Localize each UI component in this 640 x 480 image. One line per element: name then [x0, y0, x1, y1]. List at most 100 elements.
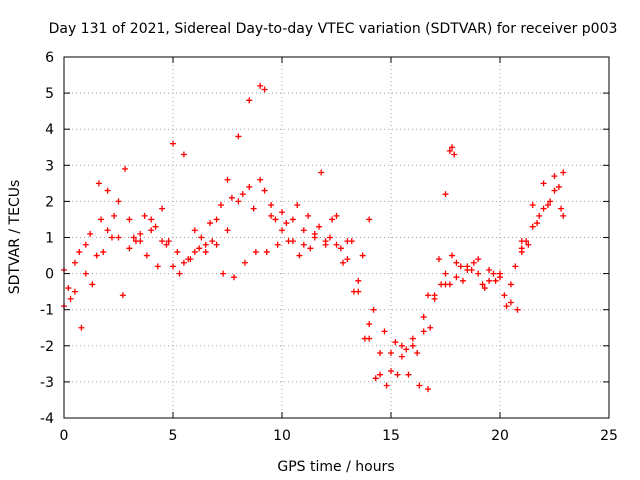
data-point: [289, 216, 296, 223]
data-point: [507, 281, 514, 288]
data-point: [241, 259, 248, 266]
data-point: [170, 140, 176, 147]
data-point: [361, 335, 368, 342]
data-point: [333, 241, 340, 248]
data-point: [143, 252, 150, 259]
data-point: [65, 285, 72, 292]
data-point: [148, 216, 155, 223]
data-point: [163, 241, 170, 248]
data-point: [279, 227, 285, 234]
data-point: [518, 248, 525, 255]
data-point: [405, 371, 412, 378]
data-point: [82, 270, 89, 277]
data-point: [180, 151, 187, 158]
tick-labels: 0 5 10 15 20 25 -4 -3 -2 -1 0 1 2 3 4 5 6: [40, 50, 618, 444]
data-point: [104, 227, 111, 234]
data-point: [202, 248, 209, 255]
data-point: [87, 230, 94, 237]
data-point: [403, 346, 410, 353]
data-point: [372, 375, 379, 382]
y-tick-label: 0: [45, 267, 54, 283]
data-point: [257, 176, 264, 183]
data-point: [307, 245, 314, 252]
data-point: [82, 241, 89, 248]
x-axis-label: GPS time / hours: [277, 459, 394, 475]
data-point: [198, 234, 205, 241]
data-point: [438, 281, 445, 288]
data-point: [263, 248, 270, 255]
data-point: [514, 306, 521, 313]
data-point: [257, 82, 264, 89]
data-point: [111, 212, 118, 219]
y-tick-label: -2: [40, 339, 54, 355]
data-point: [137, 230, 144, 237]
data-point: [93, 252, 100, 259]
data-point: [525, 241, 532, 248]
data-point: [268, 202, 275, 209]
data-point: [191, 227, 198, 234]
data-point: [555, 183, 562, 190]
data-point: [370, 306, 377, 313]
data-point: [388, 350, 394, 357]
data-point: [268, 212, 275, 219]
data-point: [246, 183, 253, 190]
data-point: [470, 259, 477, 266]
data-point: [67, 295, 74, 302]
data-point: [305, 212, 312, 219]
data-point: [392, 339, 399, 346]
data-point: [285, 238, 292, 245]
data-point: [311, 230, 318, 237]
data-point: [560, 212, 567, 219]
data-point: [350, 288, 357, 295]
plot-frame: [63, 56, 610, 419]
y-tick-label: 1: [45, 231, 54, 247]
data-point: [366, 216, 373, 223]
x-tick-label: 25: [600, 428, 618, 444]
y-tick-label: 2: [45, 194, 54, 210]
data-point: [159, 238, 166, 245]
data-point: [170, 263, 176, 270]
data-point: [196, 245, 203, 252]
y-tick-label: 6: [45, 50, 54, 66]
data-point: [479, 281, 486, 288]
data-point: [486, 266, 493, 273]
data-point: [547, 198, 554, 205]
data-point: [442, 191, 449, 198]
data-point: [176, 270, 183, 277]
data-point: [202, 241, 209, 248]
data-point: [366, 321, 373, 328]
data-point: [98, 216, 105, 223]
y-tick-label: 5: [45, 86, 54, 102]
data-point: [272, 216, 279, 223]
data-point: [141, 212, 148, 219]
data-point: [560, 169, 567, 176]
data-point: [388, 368, 394, 375]
data-point: [115, 198, 122, 205]
x-tick-label: 5: [169, 428, 178, 444]
y-axis-label: SDTVAR / TECUs: [7, 180, 23, 295]
data-point: [108, 234, 115, 241]
data-point: [523, 238, 530, 245]
x-tick-label: 15: [382, 428, 400, 444]
y-tick-label: 3: [45, 158, 54, 174]
data-point: [340, 259, 347, 266]
y-tick-label: -1: [40, 303, 54, 319]
data-point: [228, 194, 235, 201]
data-point: [490, 270, 497, 277]
data-point: [322, 241, 329, 248]
data-point: [558, 205, 565, 212]
data-point: [446, 281, 453, 288]
data-point: [534, 220, 541, 227]
data-point: [481, 285, 488, 292]
data-point: [296, 252, 303, 259]
data-point: [115, 234, 122, 241]
data-point: [300, 241, 307, 248]
data-point: [529, 202, 536, 209]
data-point: [442, 270, 449, 277]
data-point: [220, 270, 227, 277]
data-point: [359, 252, 366, 259]
data-point: [132, 238, 139, 245]
data-point: [427, 324, 434, 331]
data-point: [394, 371, 401, 378]
